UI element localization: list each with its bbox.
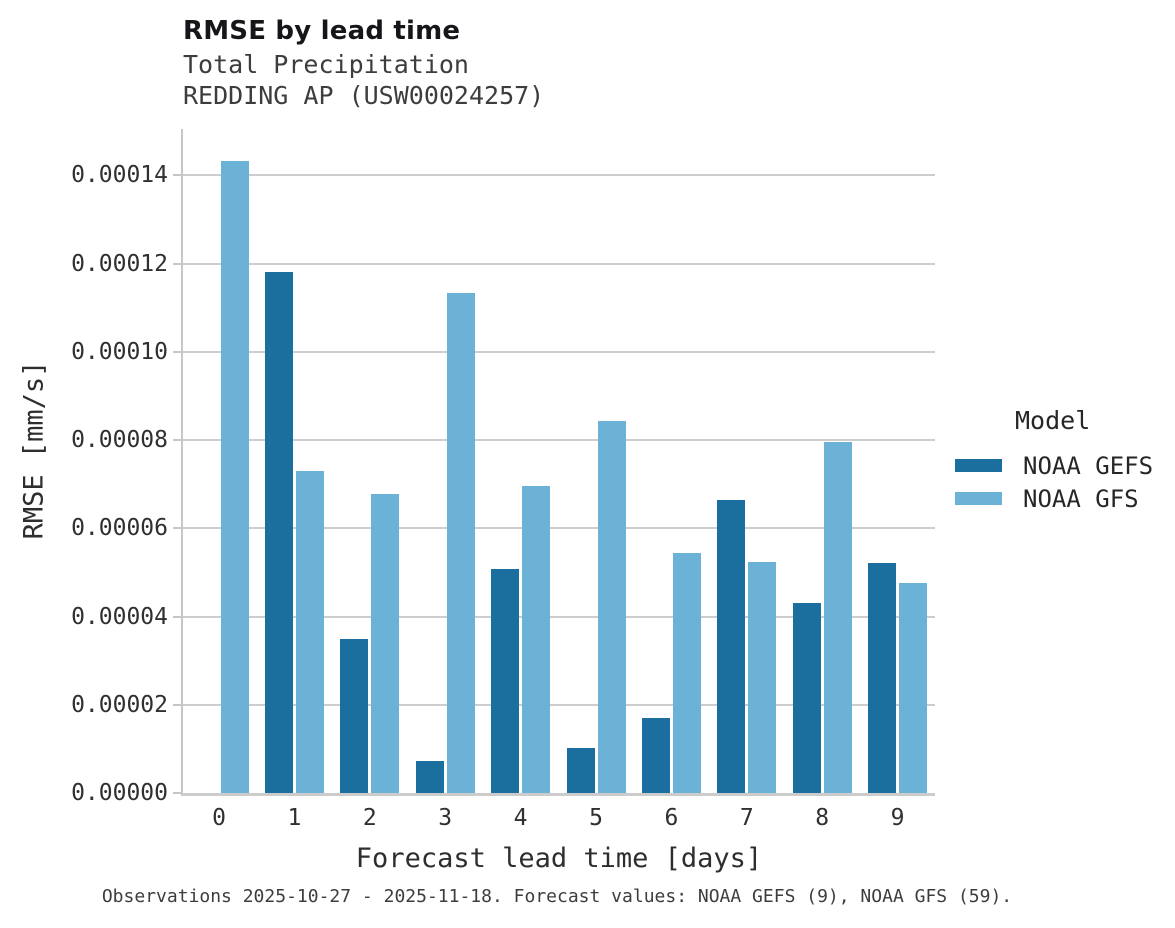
legend-swatch-noaa-gfs (955, 492, 1002, 505)
x-axis-title: Forecast lead time [days] (355, 843, 763, 874)
legend-label-noaa-gefs: NOAA GEFS (1023, 451, 1154, 480)
y-tick-label: 0.00008 (71, 427, 168, 454)
y-tick-mark (173, 615, 181, 618)
gridline (183, 615, 935, 618)
y-tick-label: 0.00012 (71, 250, 168, 277)
x-tick-label: 3 (438, 805, 453, 831)
legend-item-noaa-gefs: NOAA GEFS (955, 449, 1175, 482)
bar-noaa-gfs-lead-7 (748, 561, 777, 793)
y-tick-mark (173, 262, 181, 265)
x-tick-label: 0 (212, 805, 226, 831)
footer-caption: Observations 2025-10-27 - 2025-11-18. Fo… (101, 886, 1013, 907)
y-tick-label: 0.00010 (71, 338, 168, 365)
bar-noaa-gefs-lead-1 (264, 272, 293, 793)
bar-noaa-gefs-lead-9 (868, 563, 897, 793)
x-tick-label: 6 (664, 805, 679, 831)
y-tick-label: 0.00006 (71, 515, 168, 542)
y-tick-mark (173, 792, 181, 794)
legend-swatch-noaa-gefs (955, 459, 1002, 472)
gridline (183, 703, 935, 706)
bar-noaa-gefs-lead-4 (491, 569, 520, 793)
plot-area (181, 129, 935, 796)
y-tick-mark (173, 703, 181, 706)
chart-subtitle-variable: Total Precipitation (183, 50, 469, 79)
x-tick-label: 8 (815, 805, 830, 831)
legend-item-noaa-gfs: NOAA GFS (955, 482, 1175, 515)
legend: Model NOAA GEFS NOAA GFS (955, 406, 1175, 515)
gridline (183, 350, 935, 353)
y-tick-label: 0.00002 (71, 691, 168, 718)
bar-noaa-gefs-lead-8 (792, 603, 821, 793)
bar-noaa-gefs-lead-3 (415, 760, 444, 793)
bar-noaa-gefs-lead-7 (717, 500, 746, 793)
bar-noaa-gfs-lead-5 (597, 421, 626, 793)
x-tick-label: 5 (589, 805, 603, 831)
y-tick-label: 0.00014 (71, 162, 168, 189)
bar-noaa-gefs-lead-5 (566, 748, 595, 793)
gridline (183, 174, 935, 177)
chart-title: RMSE by lead time (183, 16, 461, 46)
y-tick-label: 0.00000 (71, 780, 168, 806)
y-tick-mark (173, 527, 181, 530)
x-tick-label: 7 (739, 805, 754, 831)
y-tick-label: 0.00004 (71, 603, 168, 630)
bar-noaa-gfs-lead-2 (371, 493, 400, 793)
x-tick-label: 9 (890, 805, 905, 831)
legend-label-noaa-gfs: NOAA GFS (1023, 484, 1139, 513)
legend-title: Model (1015, 406, 1091, 435)
bar-noaa-gfs-lead-6 (672, 552, 701, 793)
x-tick-label: 1 (287, 805, 302, 831)
x-tick-label: 2 (362, 805, 377, 831)
chart-subtitle-station: REDDING AP (USW00024257) (183, 81, 545, 110)
bar-noaa-gefs-lead-6 (641, 717, 670, 793)
x-tick-label: 4 (513, 805, 528, 831)
bar-noaa-gfs-lead-1 (295, 471, 324, 793)
gridline (183, 262, 935, 265)
bar-noaa-gfs-lead-9 (899, 582, 928, 793)
bar-noaa-gefs-lead-2 (340, 638, 369, 793)
bar-noaa-gfs-lead-0 (220, 161, 249, 793)
y-tick-mark (173, 174, 181, 177)
y-tick-mark (173, 350, 181, 353)
bar-noaa-gfs-lead-3 (446, 293, 475, 793)
bar-noaa-gfs-lead-8 (823, 441, 852, 793)
gridline (183, 527, 935, 530)
bar-noaa-gfs-lead-4 (522, 486, 551, 793)
y-tick-mark (173, 439, 181, 442)
gridline (183, 439, 935, 442)
